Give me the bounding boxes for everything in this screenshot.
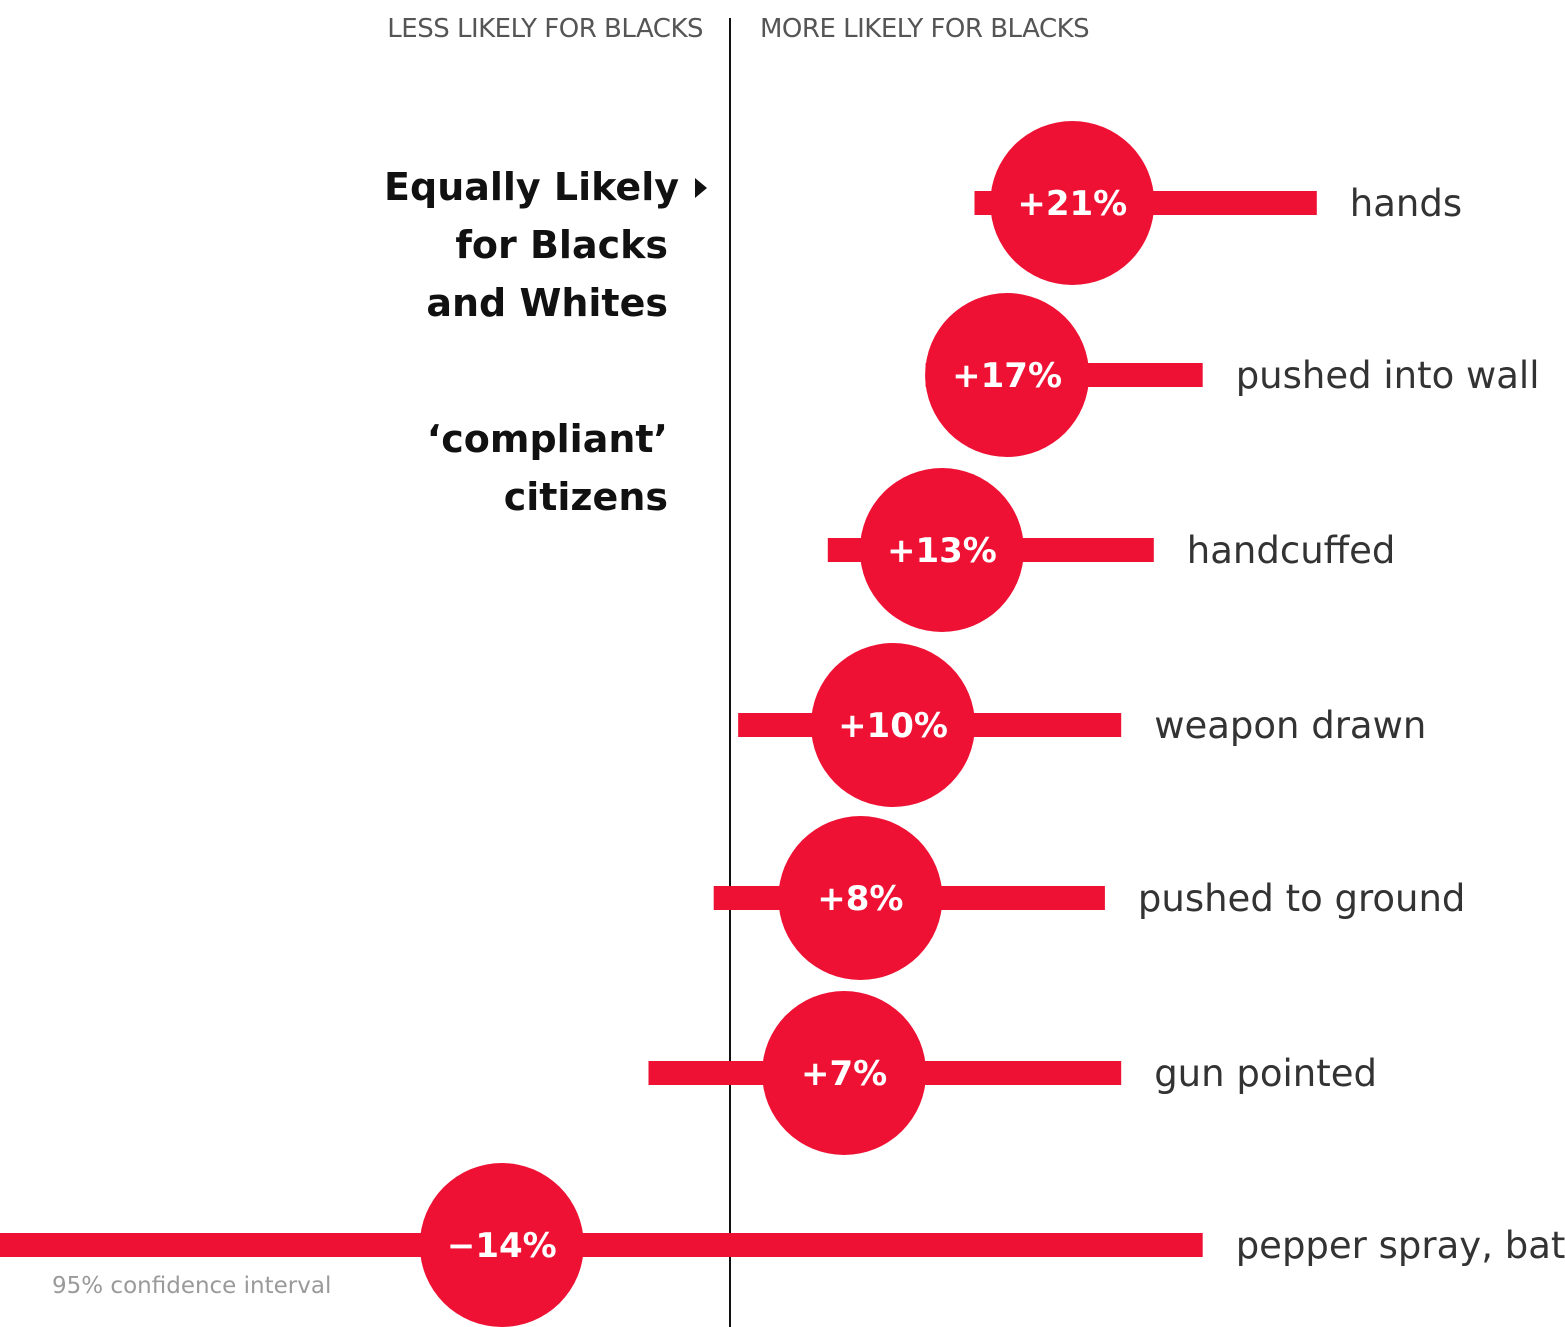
compliant-citizens-annotation: ‘compliant’ citizens xyxy=(427,410,668,526)
value-label: +8% xyxy=(817,879,903,919)
more-likely-header: MORE LIKELY FOR BLACKS xyxy=(760,14,1090,44)
category-label: pepper spray, baton xyxy=(1236,1224,1565,1267)
category-label: handcuffed xyxy=(1187,529,1396,572)
value-label: +7% xyxy=(801,1054,887,1094)
value-label: +13% xyxy=(887,531,997,571)
category-label: gun pointed xyxy=(1154,1052,1377,1095)
value-bubble xyxy=(859,468,1024,632)
annotation-line: and Whites xyxy=(426,281,668,325)
chart-marks: +21% hands +17% pushed into wall +13% handcuf… xyxy=(0,121,1565,1327)
category-label: pushed to ground xyxy=(1138,877,1466,920)
annotation-line: for Blacks xyxy=(455,223,668,267)
value-bubble xyxy=(811,643,975,807)
category-label: hands xyxy=(1350,182,1462,225)
confidence-interval-note: 95% confidence interval xyxy=(52,1273,332,1299)
value-label: +10% xyxy=(838,706,948,746)
annotation-line: Equally Likely xyxy=(384,158,707,216)
value-label: +17% xyxy=(952,356,1062,396)
less-likely-header: LESS LIKELY FOR BLACKS xyxy=(387,14,703,44)
annotation-line: ‘compliant’ xyxy=(426,417,668,461)
category-label: weapon drawn xyxy=(1154,704,1426,747)
annotation-line-text: Equally Likely xyxy=(384,165,679,209)
triangle-right-icon xyxy=(695,178,707,198)
value-label: +21% xyxy=(1017,184,1127,224)
category-label: pushed into wall xyxy=(1236,354,1540,397)
value-bubble xyxy=(419,1163,584,1327)
annotation-line: citizens xyxy=(503,475,668,519)
value-bubble xyxy=(762,991,927,1155)
value-bubble xyxy=(925,293,1090,457)
value-label: −14% xyxy=(447,1226,557,1266)
value-bubble xyxy=(778,816,943,980)
confidence-interval-bar xyxy=(0,1233,1203,1257)
value-bubble xyxy=(990,121,1155,285)
equally-likely-annotation: Equally Likely for Blacks and Whites xyxy=(384,158,707,332)
